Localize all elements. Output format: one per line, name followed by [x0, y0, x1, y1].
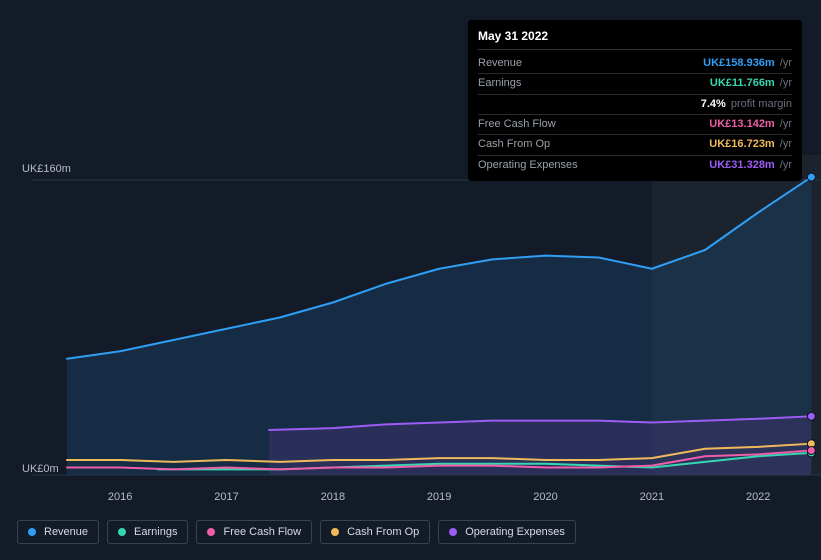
x-axis-label: 2022 — [746, 491, 770, 503]
tooltip-row: Cash From Op UK£16.723m /yr — [478, 135, 792, 155]
legend-item-revenue[interactable]: Revenue — [17, 520, 99, 544]
legend-item-free_cash_flow[interactable]: Free Cash Flow — [196, 520, 312, 544]
legend-item-cash_from_op[interactable]: Cash From Op — [320, 520, 430, 544]
tooltip-rows: Revenue UK£158.936m /yr Earnings UK£11.766m… — [478, 54, 792, 175]
x-axis-label: 2019 — [427, 491, 451, 503]
legend-dot-icon — [28, 528, 36, 536]
tooltip-date: May 31 2022 — [478, 28, 792, 50]
legend-label: Free Cash Flow — [223, 526, 301, 538]
legend-dot-icon — [118, 528, 126, 536]
chart-legend: Revenue Earnings Free Cash Flow Cash From O… — [17, 520, 576, 544]
tooltip-row-value: UK£31.328m /yr — [709, 158, 792, 173]
chart-tooltip: May 31 2022 Revenue UK£158.936m /yr Earnin… — [468, 20, 802, 181]
x-axis-label: 2018 — [321, 491, 345, 503]
tooltip-row: Revenue UK£158.936m /yr — [478, 54, 792, 74]
tooltip-row-label: Revenue — [478, 56, 522, 71]
y-axis-label: UK£160m — [22, 163, 71, 175]
legend-dot-icon — [207, 528, 215, 536]
legend-dot-icon — [449, 528, 457, 536]
tooltip-row: Earnings UK£11.766m /yr — [478, 74, 792, 94]
legend-label: Cash From Op — [347, 526, 419, 538]
tooltip-row-value: UK£158.936m /yr — [703, 56, 792, 71]
x-axis-label: 2020 — [533, 491, 557, 503]
legend-label: Operating Expenses — [465, 526, 565, 538]
legend-item-earnings[interactable]: Earnings — [107, 520, 188, 544]
y-axis-label: UK£0m — [22, 463, 59, 475]
tooltip-row: Operating Expenses UK£31.328m /yr — [478, 156, 792, 175]
x-axis-label: 2021 — [640, 491, 664, 503]
legend-dot-icon — [331, 528, 339, 536]
tooltip-row: 7.4% profit margin — [478, 95, 792, 115]
legend-label: Earnings — [134, 526, 177, 538]
tooltip-row-value: UK£13.142m /yr — [709, 117, 792, 132]
x-axis-label: 2017 — [214, 491, 238, 503]
tooltip-row: Free Cash Flow UK£13.142m /yr — [478, 115, 792, 135]
tooltip-row-label: Operating Expenses — [478, 158, 578, 173]
tooltip-row-label: Earnings — [478, 76, 521, 91]
tooltip-row-value: UK£11.766m /yr — [710, 76, 792, 91]
tooltip-row-label: Free Cash Flow — [478, 117, 556, 132]
tooltip-row-value: UK£16.723m /yr — [709, 137, 792, 152]
x-axis-label: 2016 — [108, 491, 132, 503]
legend-item-operating_expenses[interactable]: Operating Expenses — [438, 520, 576, 544]
tooltip-row-value: 7.4% profit margin — [701, 97, 792, 112]
legend-label: Revenue — [44, 526, 88, 538]
tooltip-row-label: Cash From Op — [478, 137, 550, 152]
